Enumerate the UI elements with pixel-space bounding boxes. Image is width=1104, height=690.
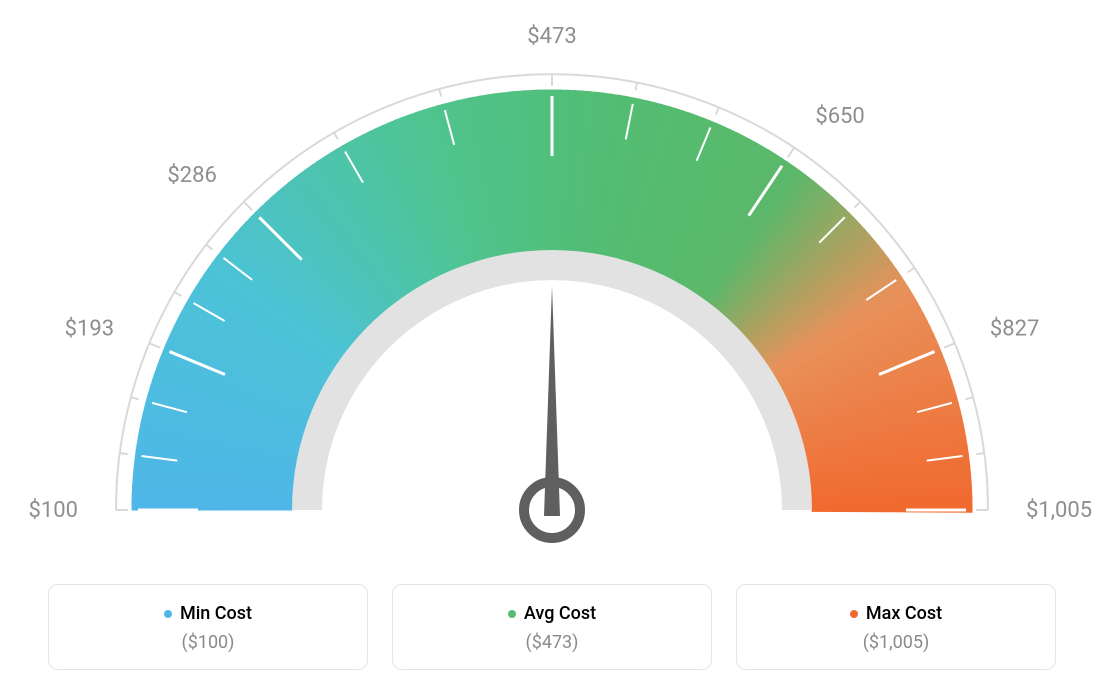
- legend-card-min: Min Cost ($100): [48, 584, 368, 671]
- legend-min-label: Min Cost: [164, 603, 252, 624]
- svg-text:$286: $286: [167, 163, 216, 188]
- svg-text:$1,005: $1,005: [1026, 498, 1092, 523]
- legend-max-value: ($1,005): [737, 632, 1055, 653]
- legend-min-value: ($100): [49, 632, 367, 653]
- legend-avg-label: Avg Cost: [508, 603, 596, 624]
- gauge-chart: $100 $193 $286 $473 $650 $827 $1,005: [0, 0, 1104, 560]
- svg-text:$100: $100: [29, 498, 78, 523]
- svg-text:$827: $827: [990, 317, 1039, 342]
- legend-card-avg: Avg Cost ($473): [392, 584, 712, 671]
- legend-max-label: Max Cost: [850, 603, 942, 624]
- legend-row: Min Cost ($100) Avg Cost ($473) Max Cost…: [0, 584, 1104, 671]
- legend-avg-label-text: Avg Cost: [524, 603, 596, 624]
- legend-card-max: Max Cost ($1,005): [736, 584, 1056, 671]
- legend-max-label-text: Max Cost: [866, 603, 942, 624]
- legend-min-label-text: Min Cost: [180, 603, 252, 624]
- svg-text:$650: $650: [815, 104, 864, 129]
- legend-avg-value: ($473): [393, 632, 711, 653]
- svg-text:$473: $473: [527, 24, 576, 49]
- svg-text:$193: $193: [65, 317, 114, 342]
- gauge-svg: $100 $193 $286 $473 $650 $827 $1,005: [0, 0, 1104, 560]
